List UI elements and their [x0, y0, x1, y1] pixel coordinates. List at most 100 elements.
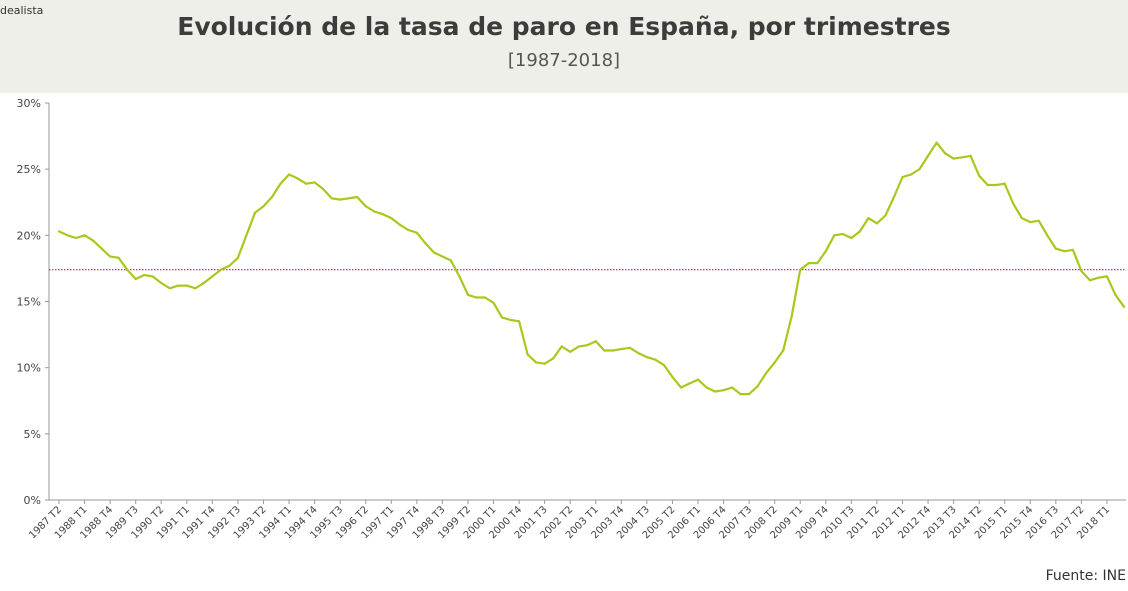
data-point — [1088, 279, 1091, 282]
data-point — [739, 393, 742, 396]
data-point — [1114, 293, 1117, 296]
data-point — [594, 340, 597, 343]
data-point — [722, 389, 725, 392]
data-point — [509, 318, 512, 322]
data-point — [926, 154, 930, 157]
data-point — [577, 345, 580, 348]
data-point — [202, 281, 205, 285]
data-point — [390, 217, 393, 220]
data-point — [892, 195, 896, 199]
data-point — [858, 230, 862, 233]
data-point — [662, 363, 666, 367]
y-tick-label: 0% — [24, 494, 41, 507]
source-note: Fuente: INE — [1045, 568, 1126, 584]
data-point — [407, 228, 410, 232]
data-point — [305, 182, 308, 185]
y-tick-label: 25% — [17, 163, 41, 176]
unemployment-rate-line — [58, 141, 1125, 396]
data-point — [918, 168, 921, 171]
data-point — [83, 234, 86, 237]
data-point — [696, 378, 700, 381]
data-point — [1003, 182, 1006, 185]
data-point — [773, 361, 776, 364]
y-tick-label: 10% — [17, 362, 41, 375]
data-point — [526, 353, 529, 356]
data-point — [654, 358, 657, 361]
data-point — [713, 390, 717, 393]
data-point — [211, 275, 214, 278]
data-point — [909, 173, 913, 176]
data-point — [296, 177, 299, 180]
data-point — [177, 284, 180, 287]
data-point — [262, 205, 265, 208]
chart-subtitle: [1987-2018] — [507, 50, 621, 71]
chart-header: dealista Evolución de la tasa de paro en… — [0, 0, 1128, 93]
data-point — [748, 393, 751, 396]
chart-title: Evolución de la tasa de paro en España, … — [177, 12, 951, 41]
data-point — [944, 152, 947, 155]
data-point — [143, 273, 146, 277]
data-point — [807, 262, 810, 265]
data-point — [603, 349, 606, 352]
data-point — [57, 230, 61, 233]
data-point — [1080, 270, 1083, 273]
data-point — [841, 232, 844, 236]
data-point — [347, 197, 350, 200]
data-point — [219, 268, 222, 271]
data-point — [901, 176, 904, 179]
data-point — [185, 284, 188, 287]
data-point — [270, 195, 274, 199]
data-point — [109, 255, 112, 258]
data-point — [313, 181, 316, 184]
data-point — [500, 316, 504, 319]
data-point — [1122, 305, 1126, 308]
data-point — [92, 239, 95, 242]
data-point — [492, 301, 495, 304]
data-point — [1054, 247, 1057, 250]
data-point — [66, 234, 69, 237]
data-point — [628, 346, 631, 349]
data-point — [74, 236, 78, 240]
data-point — [398, 223, 401, 226]
data-point — [790, 315, 793, 318]
data-point — [1105, 275, 1109, 278]
data-point — [552, 357, 555, 360]
data-point — [731, 386, 734, 389]
data-point — [816, 262, 819, 265]
data-point — [160, 281, 163, 285]
data-point — [850, 236, 853, 240]
data-point — [151, 275, 154, 278]
data-point — [449, 259, 452, 262]
data-point — [875, 222, 879, 225]
data-point — [543, 362, 546, 365]
data-point — [671, 375, 674, 378]
data-point — [620, 348, 623, 351]
y-tick-label: 20% — [17, 229, 41, 242]
data-point — [688, 382, 691, 385]
data-point — [330, 197, 333, 200]
data-point — [134, 277, 137, 281]
data-point — [458, 275, 461, 278]
data-point — [645, 356, 649, 359]
data-point — [475, 296, 478, 299]
data-point — [194, 287, 197, 290]
data-point — [117, 256, 120, 259]
data-point — [466, 293, 470, 296]
data-point — [415, 231, 418, 234]
y-tick-label: 15% — [17, 296, 41, 309]
data-point — [1029, 221, 1032, 224]
data-point — [569, 350, 572, 353]
data-point — [1046, 234, 1049, 237]
data-point — [611, 349, 614, 352]
data-point — [432, 251, 435, 254]
data-point — [441, 255, 444, 258]
data-point — [287, 173, 291, 176]
data-point — [1071, 248, 1074, 251]
data-point — [637, 352, 640, 355]
data-point — [679, 386, 683, 389]
data-point — [245, 234, 248, 237]
data-point — [756, 385, 759, 388]
data-point — [339, 198, 342, 201]
data-point — [799, 268, 802, 271]
